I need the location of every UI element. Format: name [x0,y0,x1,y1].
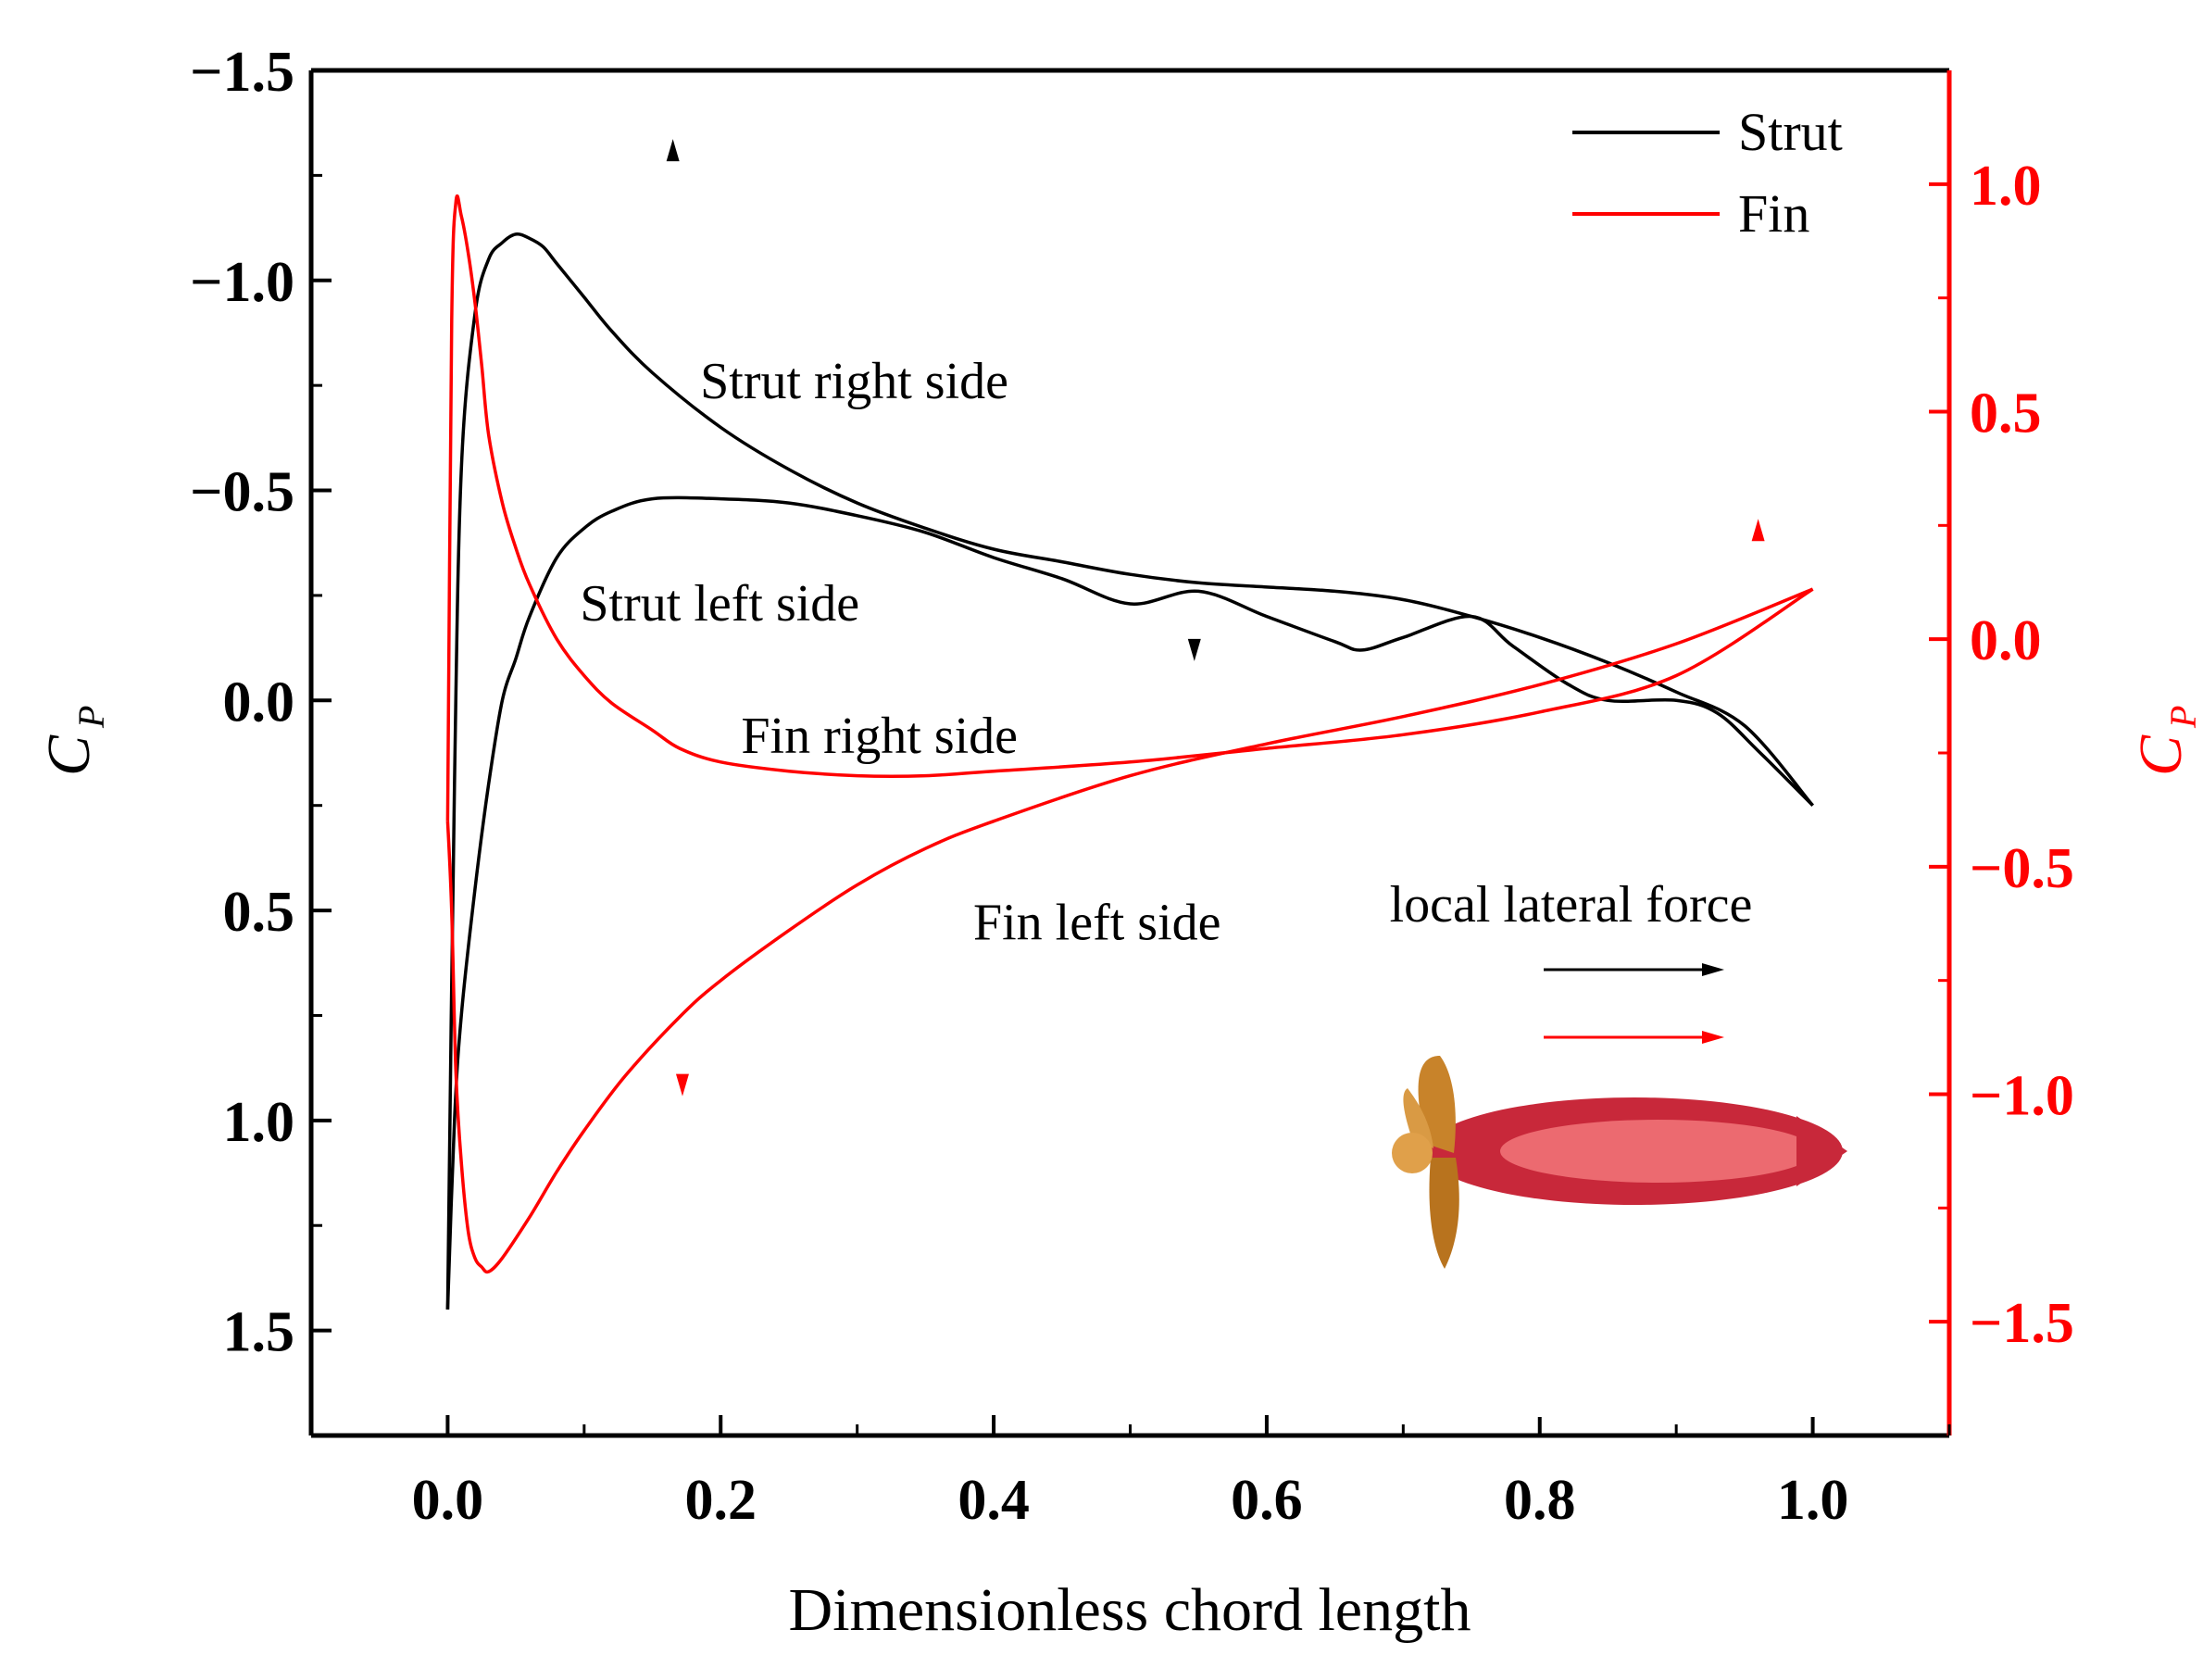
legend-label-fin: Fin [1738,183,1809,244]
y-left-tick-label: −0.5 [190,461,294,524]
legend-label-strut: Strut [1738,102,1843,162]
y-right-axis-subscript: P [2162,706,2203,729]
y-left-axis-title: C [35,734,103,776]
y-left-tick-label: 1.5 [223,1301,295,1364]
annotation-label: Fin right side [741,708,1018,765]
y-right-tick-label: −1.0 [1970,1065,2074,1128]
annotation-label: Strut right side [700,353,1008,410]
x-tick-label: 0.2 [685,1469,757,1532]
y-right-tick-label: 0.0 [1970,609,2042,672]
x-tick-label: 0.6 [1231,1469,1303,1532]
propeller-pod-graphic [1357,912,1889,1417]
fin-force-arrowhead [1702,1031,1724,1044]
y-right-tick-label: −0.5 [1970,837,2074,900]
x-tick-label: 0.8 [1504,1469,1576,1532]
x-tick-label: 0.0 [412,1469,484,1532]
annotation-label: Fin left side [973,894,1221,951]
propeller-blade-bottom [1429,1158,1459,1269]
legend: Strut Fin [1572,102,1843,244]
annotation-label: Strut left side [580,575,859,633]
ticks-layer: 0.0 0.2 0.4 0.6 0.8 1.0 −1.5 −1.0 −0.5 0.0 0.5 1.0 1… [190,41,2074,1532]
x-tick-label: 1.0 [1777,1469,1849,1532]
pod-highlight [1500,1120,1815,1183]
y-right-tick-label: 1.0 [1970,155,2042,218]
y-left-tick-label: −1.0 [190,251,294,314]
series-line-fin-left-side [445,587,1814,1274]
y-right-tick-label: −1.5 [1970,1292,2074,1355]
direction-marker [1751,519,1765,542]
y-right-axis-title: C [2127,734,2195,776]
plot-layer: Strut right side Strut left side Fin right… [445,139,1814,1310]
x-axis-title: Dimensionless chord length [789,1576,1471,1644]
propeller-hub [1392,1133,1433,1173]
series-line-fin-right-side [445,194,1814,821]
y-right-tick-label: 0.5 [1970,382,2042,445]
direction-marker [1187,638,1201,661]
y-left-tick-label: 0.0 [223,671,295,733]
y-left-axis-subscript: P [70,706,112,729]
pod-tail [1796,1116,1847,1186]
annotation-label: local lateral force [1390,876,1753,934]
y-left-tick-label: 1.0 [223,1091,295,1154]
lateral-force-arrows [1544,963,1724,1044]
strut-force-arrowhead [1702,963,1724,976]
y-left-tick-label: 0.5 [223,881,295,944]
direction-marker [675,1073,689,1097]
direction-marker [666,139,680,162]
x-tick-label: 0.4 [958,1469,1030,1532]
series-line-strut-left-side [445,495,1814,1310]
y-left-tick-label: −1.5 [190,41,294,104]
